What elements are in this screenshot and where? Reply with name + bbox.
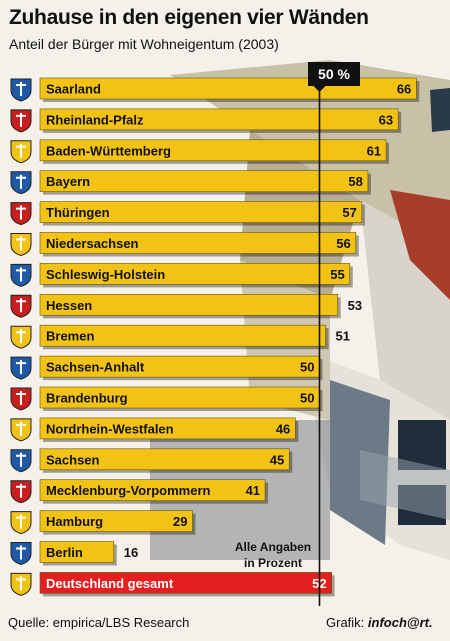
category-label: Deutschland gesamt bbox=[46, 576, 174, 591]
bar bbox=[39, 572, 332, 594]
coat-of-arms-icon bbox=[10, 572, 32, 596]
bar-row: Thüringen 57 bbox=[10, 201, 365, 226]
category-label: Baden-Württemberg bbox=[46, 143, 171, 158]
value-label: 66 bbox=[397, 82, 411, 97]
bar-row: Berlin 16 bbox=[10, 541, 138, 566]
coat-of-arms-icon bbox=[10, 449, 32, 473]
category-label: Hamburg bbox=[46, 514, 103, 529]
category-label: Saarland bbox=[46, 82, 101, 97]
coat-of-arms-icon bbox=[10, 263, 32, 287]
coat-of-arms-icon bbox=[10, 233, 32, 257]
bar bbox=[39, 510, 193, 532]
bar bbox=[39, 232, 357, 254]
bar bbox=[39, 541, 115, 563]
credit-prefix: Grafik: bbox=[326, 615, 368, 630]
value-label: 55 bbox=[330, 267, 344, 282]
category-label: Bayern bbox=[46, 174, 90, 189]
source-note: Quelle: empirica/LBS Research bbox=[8, 615, 190, 630]
bar-row: Deutschland gesamt52 bbox=[10, 572, 335, 597]
page-title: Zuhause in den eigenen vier Wänden bbox=[9, 6, 369, 29]
category-label: Bremen bbox=[46, 329, 94, 344]
bar-row: Hamburg 29 bbox=[10, 510, 196, 535]
value-label: 41 bbox=[246, 483, 260, 498]
coat-of-arms-icon bbox=[10, 356, 32, 380]
bar bbox=[39, 170, 369, 192]
bar-row: Baden-Württemberg 61 bbox=[10, 139, 390, 164]
coat-of-arms-icon bbox=[10, 140, 32, 164]
value-label: 50 bbox=[300, 391, 314, 406]
footnote-line-2: in Prozent bbox=[243, 556, 302, 570]
value-label: 50 bbox=[300, 360, 314, 375]
coat-of-arms-icon bbox=[10, 511, 32, 535]
bar-row: Nordrhein-Westfalen 46 bbox=[10, 417, 299, 442]
bar bbox=[39, 417, 296, 440]
bar bbox=[39, 139, 387, 162]
coat-of-arms-icon bbox=[10, 325, 32, 349]
coat-of-arms-icon bbox=[10, 480, 32, 504]
coat-of-arms-icon bbox=[10, 294, 32, 318]
category-label: Berlin bbox=[46, 545, 83, 560]
bar-row: Bremen 51 bbox=[10, 324, 350, 350]
category-label: Thüringen bbox=[46, 205, 110, 220]
value-label: 16 bbox=[124, 545, 138, 560]
coat-of-arms-icon bbox=[10, 387, 32, 411]
credit-note: Grafik: infoch@rt. bbox=[326, 615, 433, 630]
reference-line-marker bbox=[313, 86, 326, 92]
bar bbox=[39, 263, 351, 285]
bar-row: Sachsen 45 bbox=[10, 448, 293, 473]
page-subtitle: Anteil der Bürger mit Wohneigentum (2003… bbox=[9, 36, 279, 52]
value-label: 46 bbox=[276, 421, 290, 436]
value-label: 57 bbox=[342, 205, 356, 220]
bar-row: Hessen 53 bbox=[10, 293, 362, 319]
value-label: 53 bbox=[348, 298, 362, 313]
category-label: Mecklenburg-Vorpommern bbox=[46, 483, 211, 498]
category-label: Sachsen-Anhalt bbox=[46, 360, 145, 375]
category-label: Hessen bbox=[46, 298, 92, 313]
value-label: 51 bbox=[336, 329, 350, 344]
coat-of-arms-icon bbox=[10, 418, 32, 442]
bar-row: Schleswig-Holstein 55 bbox=[10, 263, 353, 288]
coat-of-arms-icon bbox=[10, 171, 32, 195]
bar bbox=[39, 201, 363, 223]
bar-row: Brandenburg 50 bbox=[10, 386, 323, 411]
bar bbox=[39, 293, 338, 316]
category-label: Brandenburg bbox=[46, 391, 128, 406]
reference-line-label: 50 % bbox=[308, 62, 360, 86]
category-label: Niedersachsen bbox=[46, 236, 139, 251]
bar-row: Rheinland-Pfalz 63 bbox=[10, 108, 402, 133]
value-label: 56 bbox=[336, 236, 350, 251]
bar bbox=[39, 448, 290, 471]
coat-of-arms-icon bbox=[10, 109, 32, 133]
value-label: 61 bbox=[367, 143, 381, 158]
value-label: 45 bbox=[270, 452, 284, 467]
value-label: 58 bbox=[348, 174, 362, 189]
bar bbox=[39, 479, 266, 502]
coat-of-arms-icon bbox=[10, 202, 32, 226]
credit-brand: infoch@rt. bbox=[367, 615, 433, 630]
bar bbox=[39, 324, 326, 347]
category-label: Rheinland-Pfalz bbox=[46, 112, 144, 127]
category-label: Schleswig-Holstein bbox=[46, 267, 165, 282]
unit-footnote: Alle Angaben in Prozent bbox=[218, 539, 328, 571]
category-label: Sachsen bbox=[46, 452, 100, 467]
bar-row: Bayern 58 bbox=[10, 170, 371, 195]
bar-row: Sachsen-Anhalt 50 bbox=[10, 355, 323, 381]
footnote-line-1: Alle Angaben bbox=[234, 540, 312, 554]
bar bbox=[39, 108, 399, 131]
bar-row: Mecklenburg-Vorpommern 41 bbox=[10, 479, 269, 504]
category-label: Nordrhein-Westfalen bbox=[46, 421, 174, 436]
bar-row: Niedersachsen 56 bbox=[10, 232, 359, 257]
value-label: 29 bbox=[173, 514, 187, 529]
coat-of-arms-icon bbox=[10, 78, 32, 102]
value-label: 63 bbox=[379, 112, 393, 127]
coat-of-arms-icon bbox=[10, 542, 32, 566]
